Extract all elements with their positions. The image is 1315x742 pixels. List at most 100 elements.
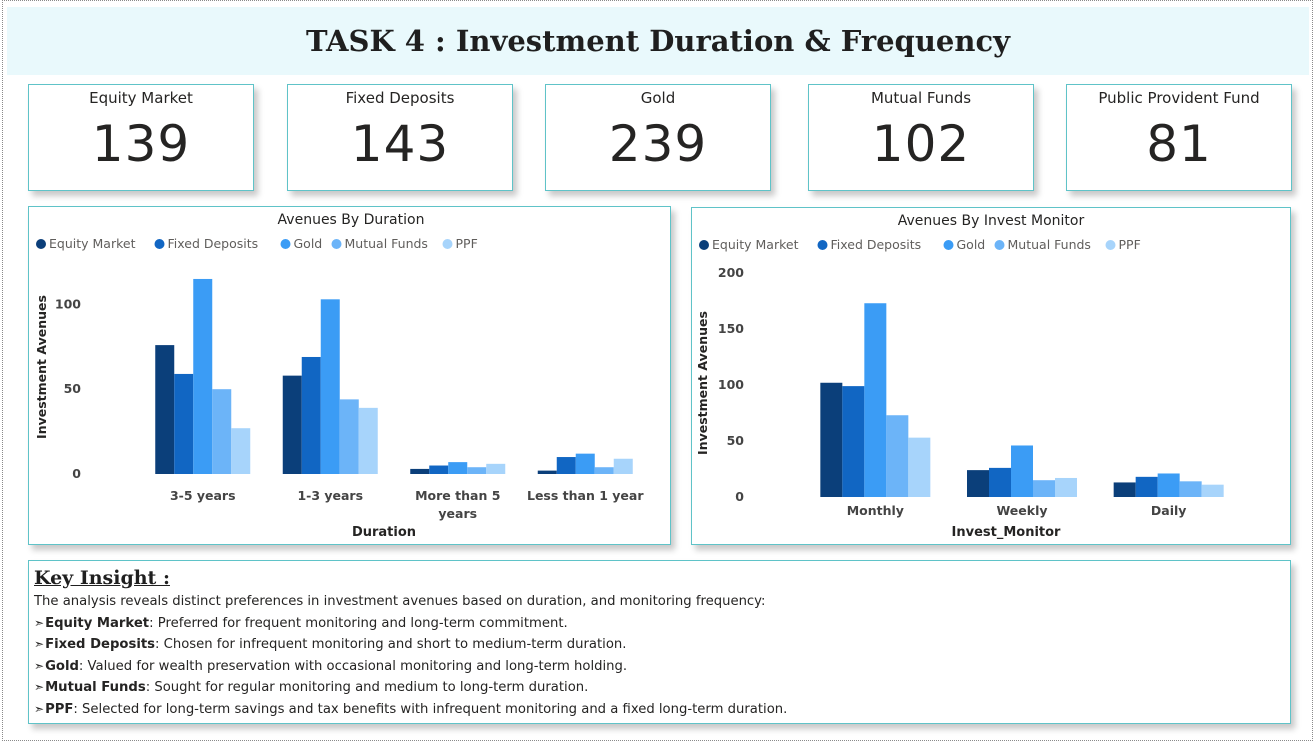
y-axis-title: Investment Avenues [34,295,49,439]
chart-title: Avenues By Invest Monitor [898,213,1085,229]
legend-dot-icon [154,239,165,249]
bar [1201,484,1224,497]
insight-text: : Preferred for frequent monitoring and … [149,615,568,631]
insight-term: Equity Market [45,615,150,631]
key-insight-intro: The analysis reveals distinct preference… [34,594,766,609]
bar [989,467,1011,497]
x-tick-label: 3-5 years [170,488,236,503]
chart-title: Avenues By Duration [278,212,425,228]
key-insight-panel: Key Insight : The analysis reveals disti… [28,560,1291,724]
y-tick-label: 0 [735,489,744,504]
bar [155,345,175,474]
card-value: 239 [608,115,708,173]
legend-item: PPF [1105,237,1141,252]
card-fixed-deposits[interactable]: Fixed Deposits 143 [287,84,513,191]
bar [1055,477,1077,497]
bar [613,458,633,474]
list-item: ➣Equity Market: Preferred for frequent m… [34,613,1290,635]
bar [864,303,887,497]
bar [1157,473,1180,497]
legend-label: Gold [957,237,986,252]
y-tick-label: 150 [718,321,744,336]
bar [594,467,614,474]
key-insight-heading: Key Insight : [34,567,170,589]
chart-avenues-by-duration[interactable]: Avenues By Duration Equity Market Fixed De… [28,206,671,545]
legend-label: PPF [1119,237,1141,252]
card-value: 81 [1146,115,1212,173]
card-public-provident-fund[interactable]: Public Provident Fund 81 [1066,84,1292,191]
chart-avenues-by-invest-monitor[interactable]: Avenues By Invest Monitor Equity Market Fi… [691,207,1291,545]
x-tick-label: Monthly [847,503,904,518]
chart-invest-monitor-svg: Avenues By Invest Monitor Equity Market Fi… [695,213,1224,540]
x-tick-label: Weekly [996,503,1047,518]
x-tick-label: Less than 1 year [527,488,644,503]
card-equity-market[interactable]: Equity Market 139 [28,84,254,191]
legend-label: PPF [456,236,478,251]
bar [231,428,251,474]
card-mutual-funds[interactable]: Mutual Funds 102 [808,84,1034,191]
bar [967,470,989,497]
list-item: ➣Mutual Funds: Sought for regular monito… [34,677,1290,699]
y-tick-label: 50 [64,381,82,396]
y-axis-title: Investment Avenues [695,311,710,455]
card-value: 143 [350,115,450,173]
bar [358,407,378,474]
legend-label: Gold [294,236,323,251]
bar [820,382,843,497]
y-tick-label: 100 [55,296,81,311]
key-insight-list: ➣ Equity Market: Preferred for frequent m… [34,613,1290,721]
card-label: Public Provident Fund [1098,89,1260,107]
bar [174,373,194,474]
card-gold[interactable]: Gold 239 [545,84,771,191]
legend-label: Equity Market [712,237,799,252]
bar [282,375,302,474]
card-value: 102 [871,115,971,173]
bar [320,299,340,474]
arrow-bullet-icon: ➣ [34,701,45,716]
bar [1179,481,1202,497]
legend-item: Fixed Deposits [817,237,921,252]
legend-dot-icon [817,240,828,250]
x-tick-label: More than 5 years [415,488,500,521]
insight-term: Fixed Deposits [45,637,155,653]
y-tick-label: 0 [72,466,81,481]
legend-dot-icon [994,240,1005,250]
bar [1011,445,1033,497]
bar [886,415,909,497]
bar [339,399,359,474]
insight-term: Gold [45,658,79,674]
legend-item: Mutual Funds [331,236,428,251]
bar [429,465,449,474]
y-tick-label: 100 [718,377,744,392]
legend-item: Gold [280,236,323,251]
card-value: 139 [91,115,191,173]
legend-dot-icon [331,239,342,249]
legend-dot-icon [943,240,954,250]
legend-item: Fixed Deposits [154,236,259,251]
bar [1113,482,1136,497]
title-banner: TASK 4 : Investment Duration & Frequency [7,7,1309,75]
list-item: ➣Gold: Valued for wealth preservation wi… [34,656,1290,678]
legend-dot-icon [1105,240,1116,250]
list-item: ➣PPF: Selected for long-term savings and… [34,699,1290,721]
card-label: Mutual Funds [870,89,972,107]
x-tick-label: 1-3 years [297,488,363,503]
bar [842,386,865,497]
legend-dot-icon [36,239,46,249]
bar [448,462,468,474]
insight-text: : Selected for long-term savings and tax… [73,701,788,717]
insight-text: : Sought for regular monitoring and medi… [145,680,589,696]
insight-term: Mutual Funds [45,680,146,696]
legend-label: Fixed Deposits [168,236,259,251]
card-label: Gold [640,89,676,107]
chart-duration-svg: Avenues By Duration Equity Market Fixed De… [34,212,644,540]
insight-text: : Valued for wealth preservation with oc… [78,658,628,674]
page-title: TASK 4 : Investment Duration & Frequency [306,24,1010,58]
x-axis-title: Invest_Monitor [952,525,1062,540]
bar [575,453,595,474]
bar [410,468,430,474]
arrow-bullet-icon: ➣ [34,658,45,673]
legend-dot-icon [699,240,709,250]
list-item: ➣Fixed Deposits: Chosen for infrequent m… [34,634,1290,656]
